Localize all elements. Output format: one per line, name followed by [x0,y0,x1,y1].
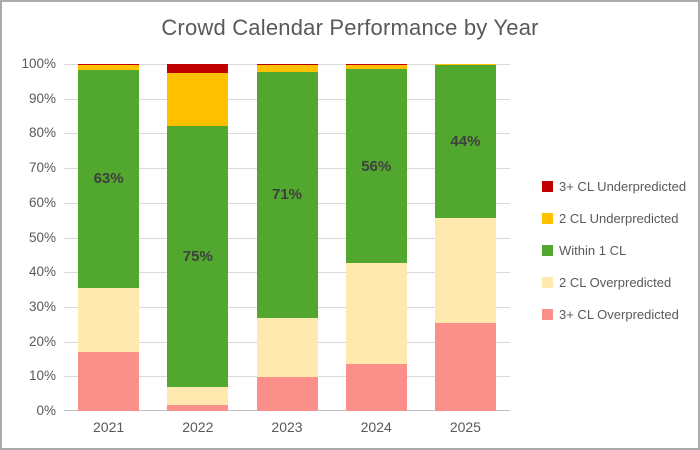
segment-2-cl-overpredicted-2022 [167,386,229,406]
legend-label-2-cl-overpredicted: 2 CL Overpredicted [559,275,672,290]
segment-2-cl-underpredicted-2024 [345,65,407,69]
segment-2-cl-overpredicted-2025 [434,217,496,323]
segment-3-cl-underpredicted-2024 [345,64,407,66]
segment-2-cl-overpredicted-2021 [78,288,140,352]
legend-label-3-cl-overpredicted: 3+ CL Overpredicted [559,307,679,322]
data-label-2022: 75% [182,248,213,266]
segment-within-1-cl-2022: 75% [167,126,229,387]
segment-2-cl-overpredicted-2024 [345,263,407,364]
segment-2-cl-underpredicted-2021 [78,65,140,70]
segment-within-1-cl-2024: 56% [345,68,407,264]
x-axis-label-2022: 2022 [182,419,214,435]
y-axis-label-90: 90% [28,90,56,106]
legend-swatch-3-cl-overpredicted [542,309,553,320]
data-label-2024: 56% [361,157,392,175]
data-label-2025: 44% [450,132,481,150]
bar-2024: 56% [332,64,421,411]
x-axis-label-2021: 2021 [93,419,125,435]
segment-3-cl-overpredicted-2024 [345,363,407,411]
legend-item-3-cl-overpredicted: 3+ CL Overpredicted [542,307,686,322]
plot-area: 63% 75% 71% 56% 44% [64,64,510,411]
segment-within-1-cl-2023: 71% [256,71,318,319]
bar-2023: 71% [242,64,331,411]
x-axis: 2021 2022 2023 2024 2025 [64,419,510,435]
segment-within-1-cl-2025: 44% [434,65,496,218]
segment-2-cl-underpredicted-2022 [167,73,229,127]
y-axis: 0% 10% 20% 30% 40% 50% 60% 70% 80% 90% 100% [2,56,56,418]
y-axis-label-50: 50% [28,229,56,245]
data-label-2021: 63% [93,170,124,188]
segment-3-cl-underpredicted-2021 [78,64,140,66]
legend-label-within-1-cl: Within 1 CL [559,243,627,258]
bar-2021: 63% [64,64,153,411]
legend: 3+ CL Underpredicted 2 CL Underpredicted W… [542,179,686,339]
bars-container: 63% 75% 71% 56% 44% [64,64,510,411]
y-axis-label-80: 80% [28,125,56,141]
x-axis-label-2025: 2025 [449,419,481,435]
bar-2025: 44% [421,64,510,411]
y-axis-label-0: 0% [36,403,56,418]
y-axis-label-70: 70% [28,160,56,176]
y-axis-label-20: 20% [28,333,56,349]
y-axis-label-60: 60% [28,194,56,210]
segment-3-cl-overpredicted-2022 [167,405,229,411]
legend-item-within-1-cl: Within 1 CL [542,243,686,258]
legend-swatch-within-1-cl [542,245,553,256]
bar-2022: 75% [153,64,242,411]
chart-title: Crowd Calendar Performance by Year [161,15,539,40]
y-axis-label-30: 30% [28,298,56,314]
segment-3-cl-underpredicted-2022 [167,64,229,74]
segment-3-cl-overpredicted-2025 [434,322,496,411]
legend-item-3-cl-underpredicted: 3+ CL Underpredicted [542,179,686,194]
legend-swatch-3-cl-underpredicted [542,181,553,192]
legend-item-2-cl-underpredicted: 2 CL Underpredicted [542,211,686,226]
segment-2-cl-overpredicted-2023 [256,318,318,378]
segment-2-cl-underpredicted-2025 [434,64,496,66]
y-axis-label-10: 10% [28,368,56,384]
segment-3-cl-overpredicted-2023 [256,377,318,411]
segment-within-1-cl-2021: 63% [78,69,140,289]
x-axis-label-2023: 2023 [271,419,303,435]
legend-swatch-2-cl-overpredicted [542,277,553,288]
legend-item-2-cl-overpredicted: 2 CL Overpredicted [542,275,686,290]
legend-swatch-2-cl-underpredicted [542,213,553,224]
segment-3-cl-overpredicted-2021 [78,351,140,411]
y-axis-label-40: 40% [28,264,56,280]
y-axis-label-100: 100% [21,56,56,71]
segment-3-cl-underpredicted-2023 [256,64,318,66]
data-label-2023: 71% [271,186,303,204]
x-axis-label-2024: 2024 [360,419,392,435]
legend-label-2-cl-underpredicted: 2 CL Underpredicted [559,211,679,226]
segment-2-cl-underpredicted-2023 [256,65,318,72]
legend-label-3-cl-underpredicted: 3+ CL Underpredicted [559,179,687,194]
